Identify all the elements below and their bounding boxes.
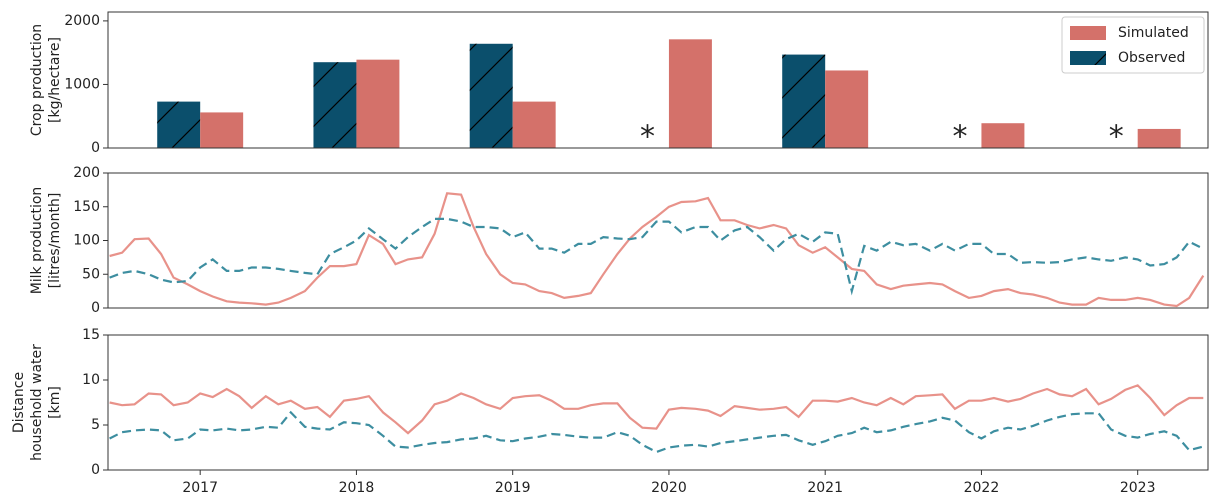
legend-label: Simulated — [1118, 25, 1189, 41]
plot-frame — [107, 11, 1209, 149]
bar — [668, 39, 712, 148]
y-tick-label: 10 — [82, 372, 100, 388]
y-axis-label: Milk production — [29, 187, 45, 295]
y-tick-label: 200 — [73, 165, 100, 181]
y-tick-label: 1000 — [64, 76, 100, 92]
y-tick-label: 150 — [73, 199, 100, 215]
y-axis-label: [kg/hectare] — [47, 37, 63, 123]
legend-hatch — [1070, 51, 1106, 65]
y-axis-label: Distance — [11, 372, 27, 433]
y-tick-label: 5 — [91, 417, 100, 433]
y-tick-label: 50 — [82, 266, 100, 282]
y-tick-label: 100 — [73, 233, 100, 249]
bar-hatch — [313, 62, 357, 148]
line — [109, 410, 1204, 454]
bar — [200, 112, 244, 148]
y-axis-label: [litres/month] — [47, 193, 63, 289]
legend-label: Observed — [1118, 50, 1185, 66]
missing-marker: * — [640, 120, 655, 155]
y-tick-label: 15 — [82, 327, 100, 343]
line — [109, 217, 1204, 296]
y-axis-label: [km] — [47, 386, 63, 419]
bar-hatch — [469, 43, 513, 149]
plot-frame — [107, 172, 1209, 309]
y-axis-label: Crop production — [29, 24, 45, 136]
bar — [981, 123, 1025, 148]
y-tick-label: 2000 — [64, 13, 100, 29]
y-tick-label: 0 — [91, 300, 100, 316]
bar — [825, 70, 869, 148]
y-axis-label: household water — [29, 344, 45, 461]
missing-marker: * — [952, 120, 967, 155]
bar-hatch — [782, 54, 826, 149]
bar — [512, 101, 556, 148]
line — [109, 384, 1204, 435]
missing-marker: * — [1109, 120, 1124, 155]
x-tick-label: 2017 — [182, 480, 218, 496]
bar — [1137, 128, 1181, 148]
x-tick-label: 2023 — [1120, 480, 1156, 496]
x-tick-label: 2020 — [651, 480, 687, 496]
x-tick-label: 2022 — [964, 480, 1000, 496]
plot-frame — [107, 334, 1209, 471]
line — [109, 192, 1205, 308]
y-tick-label: 0 — [91, 140, 100, 156]
legend-swatch — [1070, 26, 1106, 40]
x-tick-label: 2018 — [339, 480, 375, 496]
x-tick-label: 2019 — [495, 480, 531, 496]
bar-hatch — [157, 101, 201, 148]
bar — [356, 59, 400, 148]
y-tick-label: 0 — [91, 462, 100, 478]
x-tick-label: 2021 — [807, 480, 843, 496]
